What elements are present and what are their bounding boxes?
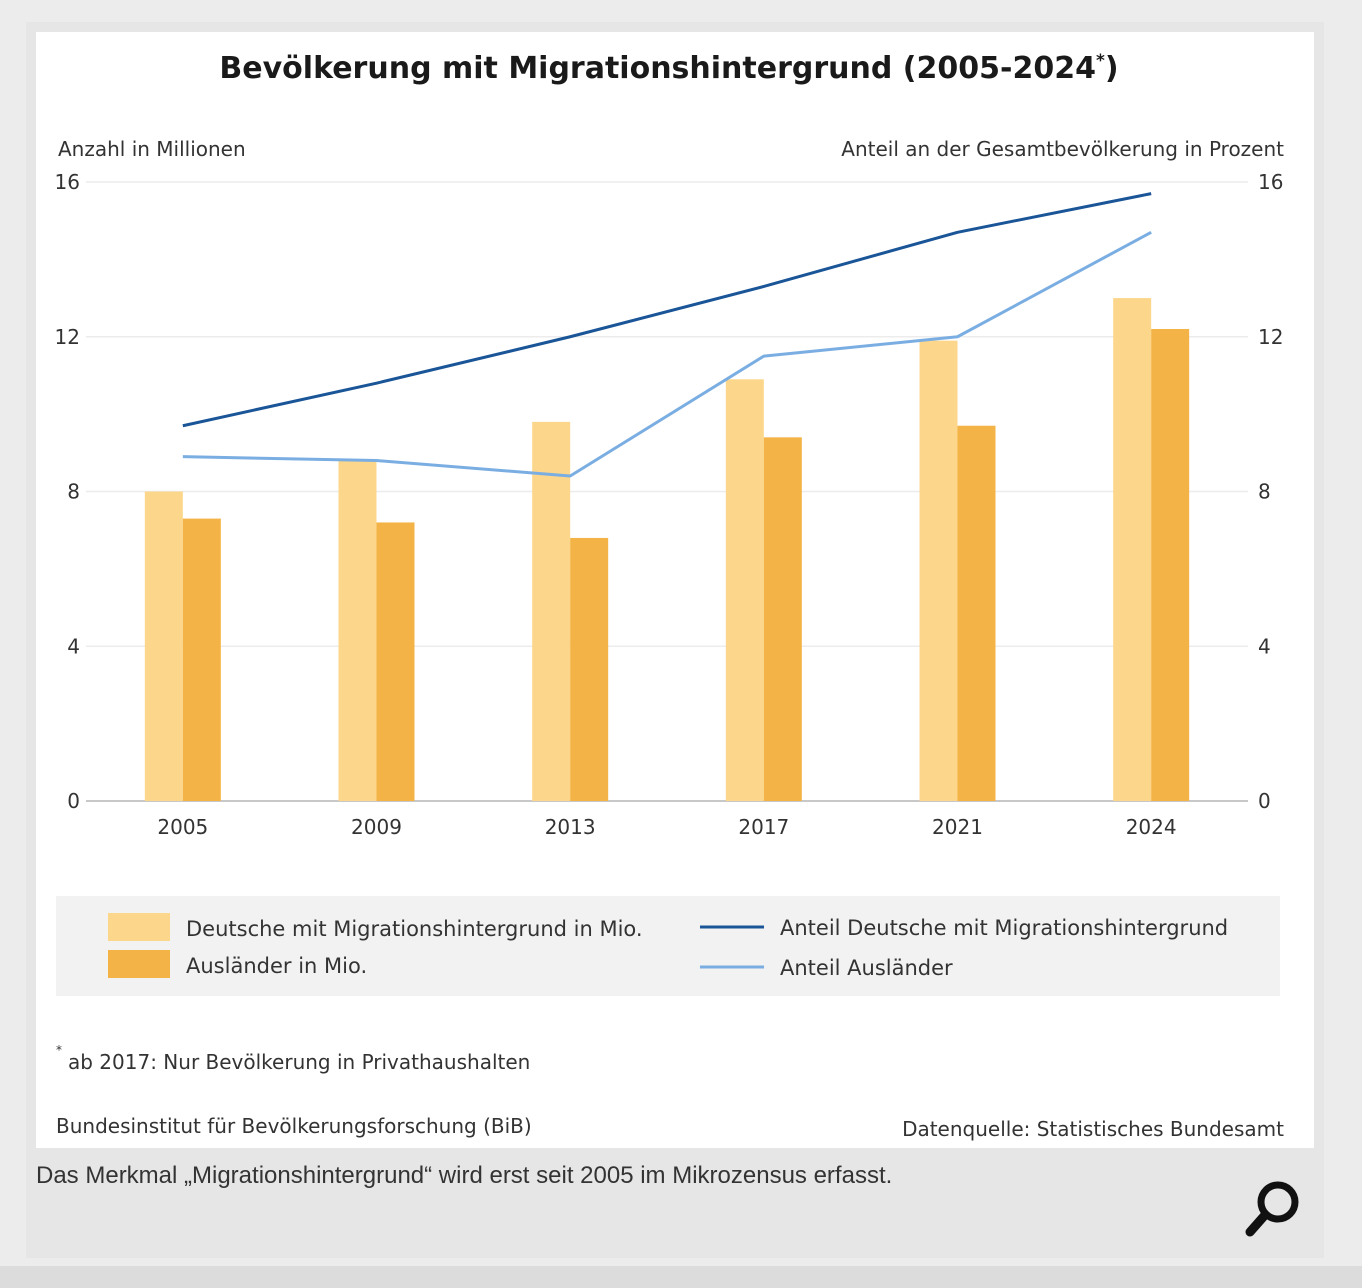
- legend-label-auslaender: Ausländer in Mio.: [186, 954, 367, 978]
- legend-swatch-deutsche: [108, 913, 170, 941]
- legend-box: [56, 896, 1280, 996]
- y-tick-right: 16: [1258, 170, 1283, 194]
- bar-deutsche-2017: [725, 379, 764, 801]
- bar-deutsche-2009: [338, 460, 377, 801]
- page-bottom-strip: [0, 1266, 1362, 1288]
- chart-panel[interactable]: Bevölkerung mit Migrationshintergrund (2…: [36, 32, 1314, 1148]
- y-ticks-left: 0 4 8 12 16: [55, 170, 80, 813]
- bar-auslaender-2024: [1151, 329, 1190, 801]
- bar-deutsche-2024: [1113, 298, 1152, 801]
- bar-auslaender-2009: [376, 522, 415, 801]
- y-ticks-right: 0 4 8 12 16: [1258, 170, 1283, 813]
- x-tick-2021: 2021: [932, 815, 983, 839]
- line-anteil-deutsche: [182, 192, 1152, 428]
- x-tick-2017: 2017: [738, 815, 789, 839]
- footnote-marker: *: [56, 1043, 62, 1057]
- magnifier-icon: [1245, 1181, 1299, 1237]
- chart-title: Bevölkerung mit Migrationshintergrund (2…: [219, 51, 1118, 86]
- y-tick-left: 8: [67, 480, 80, 504]
- zoom-button[interactable]: [1238, 1176, 1308, 1242]
- bar-deutsche-2021: [919, 340, 958, 801]
- bar-auslaender-2013: [570, 537, 609, 801]
- x-tick-2013: 2013: [545, 815, 596, 839]
- source-label: Datenquelle: Statistisches Bundesamt: [902, 1117, 1284, 1141]
- line-anteil-auslaender: [182, 230, 1152, 478]
- legend-label-deutsche: Deutsche mit Migrationshintergrund in Mi…: [186, 917, 643, 941]
- bar-deutsche-2005: [144, 491, 183, 801]
- legend-label-anteil-auslaender: Anteil Ausländer: [780, 956, 953, 980]
- chart: Bevölkerung mit Migrationshintergrund (2…: [55, 51, 1285, 1141]
- y-axis-left-label: Anzahl in Millionen: [58, 137, 246, 161]
- legend-label-anteil-deutsche: Anteil Deutsche mit Migrationshintergrun…: [780, 916, 1228, 940]
- image-caption: Das Merkmal „Migrationshintergrund“ wird…: [36, 1162, 893, 1189]
- x-tick-2024: 2024: [1126, 815, 1177, 839]
- bar-auslaender-2021: [957, 425, 996, 801]
- y-tick-left: 4: [67, 634, 80, 658]
- gridlines: [86, 181, 1248, 802]
- y-tick-left: 12: [55, 325, 80, 349]
- y-tick-right: 12: [1258, 325, 1283, 349]
- bar-auslaender-2017: [763, 437, 802, 801]
- y-tick-left: 16: [55, 170, 80, 194]
- y-tick-right: 8: [1258, 480, 1271, 504]
- y-tick-left: 0: [67, 789, 80, 813]
- y-tick-right: 4: [1258, 634, 1271, 658]
- footnote-text: ab 2017: Nur Bevölkerung in Privathausha…: [68, 1050, 530, 1074]
- lines: [182, 192, 1152, 478]
- bars: [144, 298, 1190, 801]
- y-axis-right-label: Anteil an der Gesamtbevölkerung in Proze…: [841, 137, 1284, 161]
- x-ticks: 2005 2009 2013 2017 2021 2024: [157, 815, 1176, 839]
- bar-deutsche-2013: [532, 421, 571, 801]
- bar-auslaender-2005: [182, 518, 221, 801]
- y-tick-right: 0: [1258, 789, 1271, 813]
- x-tick-2009: 2009: [351, 815, 402, 839]
- publisher-label: Bundesinstitut für Bevölkerungsforschung…: [56, 1114, 532, 1138]
- legend-swatch-auslaender: [108, 950, 170, 978]
- x-tick-2005: 2005: [157, 815, 208, 839]
